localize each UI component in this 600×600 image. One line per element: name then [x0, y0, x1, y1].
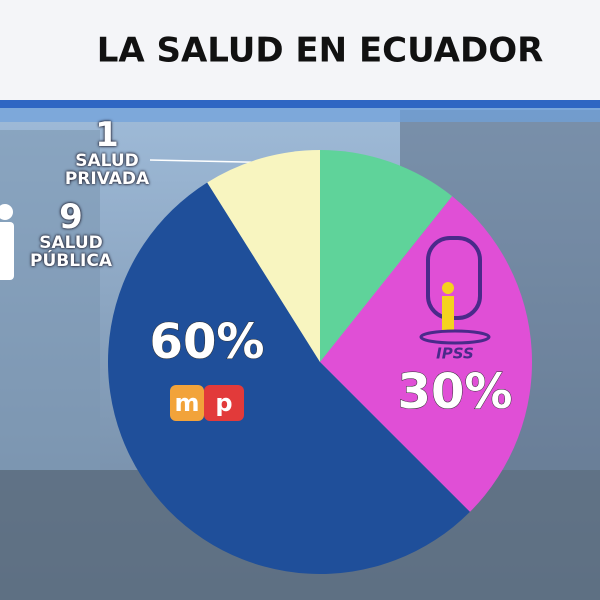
- annotation: 1 SALUD PRIVADA: [62, 118, 152, 188]
- annotation-number: 1: [95, 115, 119, 155]
- logo-block: [170, 385, 204, 421]
- annotation-label: SALUD PRIVADA: [64, 151, 150, 189]
- data-label: 60%: [150, 314, 265, 370]
- pie-slice: [207, 150, 320, 362]
- annotation-number: 9: [59, 197, 83, 237]
- logo-block: [204, 385, 244, 421]
- logo-text: p: [215, 389, 232, 417]
- annotation: 9 SALUD PÚBLICA: [26, 200, 116, 270]
- person-icon: [0, 204, 14, 280]
- pie-slice: [320, 150, 453, 362]
- title-stripe: [0, 108, 600, 122]
- logo-figure: [442, 282, 454, 294]
- iess-logo: IPSS: [419, 236, 491, 363]
- logo-figure: [442, 296, 454, 330]
- title-stripe: [0, 100, 600, 108]
- annotation-label: SALUD PÚBLICA: [29, 233, 112, 271]
- title-band: [0, 0, 600, 100]
- building: [0, 130, 100, 470]
- data-label: 30%: [398, 364, 513, 420]
- logo-base: [419, 329, 491, 345]
- logo-text: m: [174, 389, 199, 417]
- pie-slice: [107, 182, 470, 574]
- chart-title: LA SALUD EN ECUADOR: [97, 31, 544, 71]
- logo-text: IPSS: [436, 345, 474, 363]
